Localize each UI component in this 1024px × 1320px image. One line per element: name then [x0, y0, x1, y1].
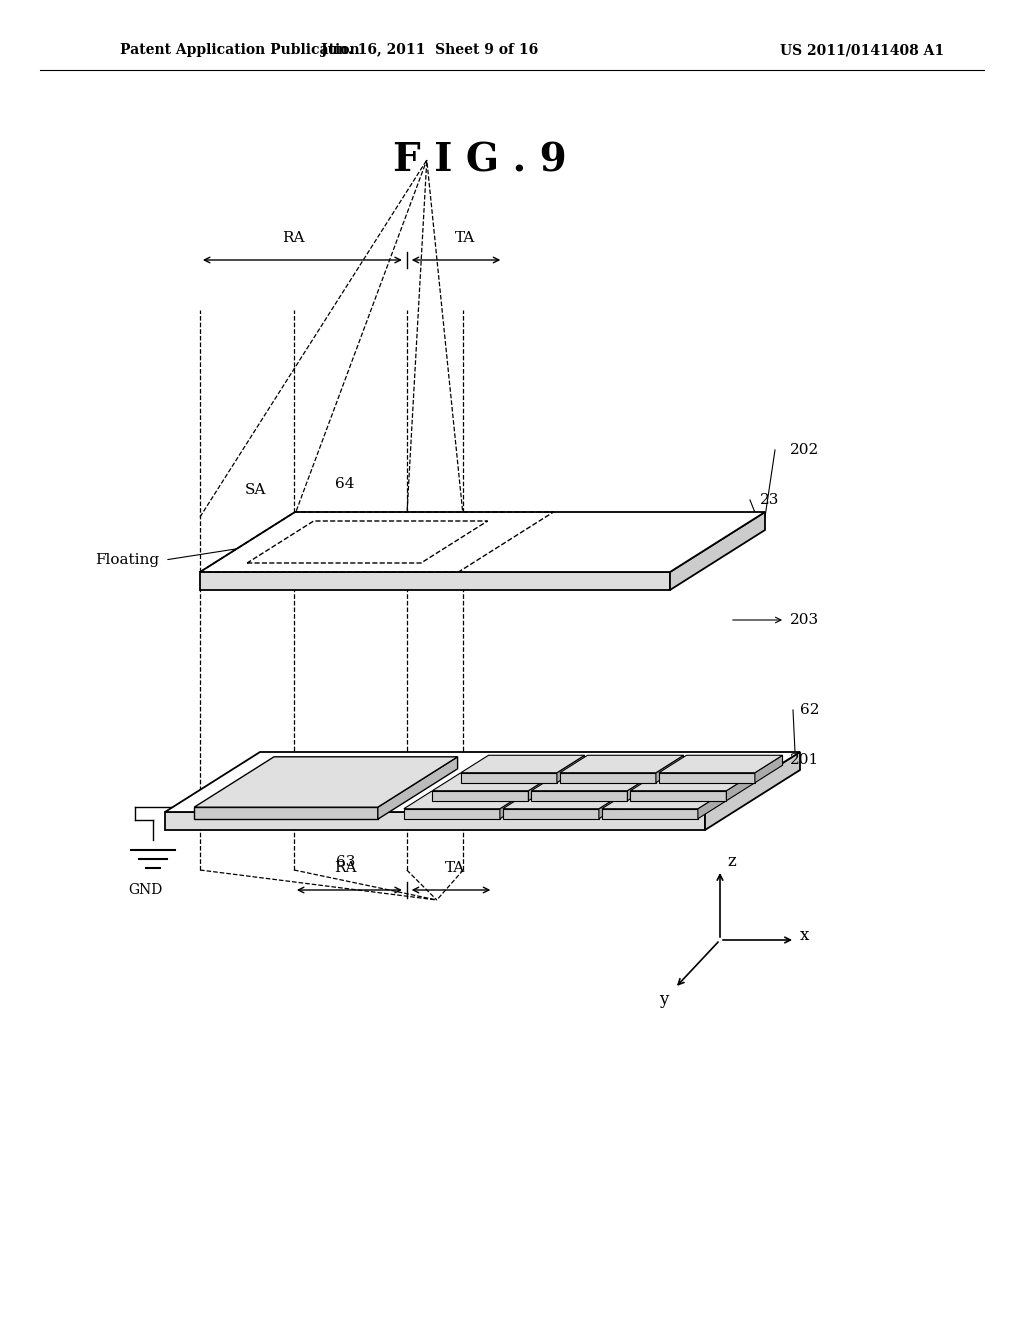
Polygon shape: [165, 812, 705, 830]
Polygon shape: [432, 791, 528, 801]
Polygon shape: [528, 774, 556, 801]
Polygon shape: [200, 572, 670, 590]
Text: x: x: [800, 927, 809, 944]
Polygon shape: [403, 809, 500, 818]
Polygon shape: [500, 791, 527, 818]
Polygon shape: [557, 755, 585, 783]
Text: 64: 64: [335, 477, 354, 491]
Polygon shape: [165, 752, 800, 812]
Polygon shape: [461, 772, 557, 783]
Text: 202: 202: [790, 444, 819, 457]
Polygon shape: [461, 755, 585, 772]
Text: y: y: [659, 991, 669, 1008]
Polygon shape: [432, 774, 556, 791]
Polygon shape: [378, 756, 458, 820]
Text: 63: 63: [336, 855, 355, 869]
Polygon shape: [631, 774, 754, 791]
Text: GND: GND: [128, 883, 162, 898]
Polygon shape: [503, 791, 627, 809]
Text: Patent Application Publication: Patent Application Publication: [120, 44, 359, 57]
Polygon shape: [503, 809, 599, 818]
Text: 201: 201: [790, 752, 819, 767]
Text: z: z: [728, 854, 736, 870]
Text: TA: TA: [455, 231, 475, 246]
Polygon shape: [670, 512, 765, 590]
Polygon shape: [195, 756, 458, 808]
Text: TA: TA: [444, 861, 465, 875]
Polygon shape: [658, 772, 755, 783]
Polygon shape: [195, 808, 378, 820]
Polygon shape: [560, 772, 656, 783]
Polygon shape: [599, 791, 627, 818]
Text: 203: 203: [790, 612, 819, 627]
Polygon shape: [531, 791, 628, 801]
Polygon shape: [602, 809, 698, 818]
Text: F I G . 9: F I G . 9: [393, 141, 567, 180]
Polygon shape: [658, 755, 782, 772]
Text: RA: RA: [334, 861, 356, 875]
Polygon shape: [726, 774, 754, 801]
Polygon shape: [628, 774, 655, 801]
Polygon shape: [403, 791, 527, 809]
Text: US 2011/0141408 A1: US 2011/0141408 A1: [780, 44, 944, 57]
Polygon shape: [200, 512, 765, 572]
Polygon shape: [656, 755, 684, 783]
Polygon shape: [698, 791, 726, 818]
Text: RA: RA: [283, 231, 305, 246]
Polygon shape: [247, 521, 487, 564]
Text: Floating: Floating: [95, 553, 159, 568]
Text: 23: 23: [760, 492, 779, 507]
Text: Jun. 16, 2011  Sheet 9 of 16: Jun. 16, 2011 Sheet 9 of 16: [322, 44, 539, 57]
Polygon shape: [631, 791, 726, 801]
Polygon shape: [705, 752, 800, 830]
Polygon shape: [531, 774, 655, 791]
Text: 62: 62: [800, 704, 819, 717]
Polygon shape: [602, 791, 726, 809]
Polygon shape: [755, 755, 782, 783]
Text: SA: SA: [245, 483, 265, 498]
Polygon shape: [560, 755, 684, 772]
